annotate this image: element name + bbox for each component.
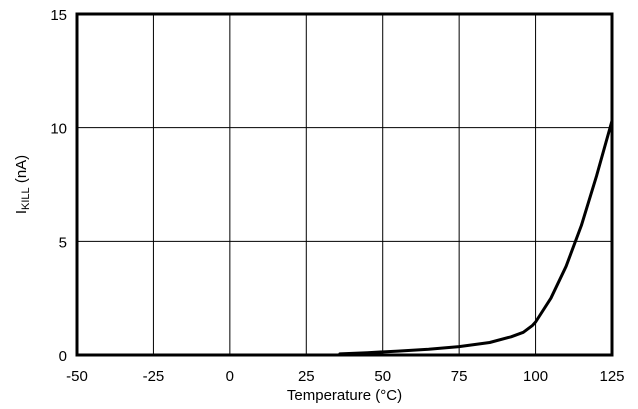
series-layer <box>338 119 614 356</box>
x-tick-label: 25 <box>298 368 315 385</box>
x-tick-label: -25 <box>143 368 165 385</box>
y-tick-label: 15 <box>50 7 67 24</box>
grid <box>76 13 613 356</box>
y-axis-label: IKILL (nA) <box>13 155 32 214</box>
x-axis-ticks: -50 -25 0 25 50 75 100 125 <box>66 368 624 385</box>
plot-frame <box>75 12 614 357</box>
x-tick-label: 125 <box>599 368 624 385</box>
y-axis-label-suffix: (nA) <box>13 155 30 188</box>
y-tick-label: 10 <box>50 121 67 138</box>
y-axis-label-base: I <box>13 210 30 214</box>
y-tick-label: 5 <box>59 234 67 251</box>
x-axis-label: Temperature (°C) <box>287 387 402 404</box>
series-line <box>338 119 614 356</box>
x-tick-label: 0 <box>226 368 234 385</box>
y-axis-ticks: 0 5 10 15 <box>50 7 67 365</box>
x-tick-label: 50 <box>374 368 391 385</box>
x-tick-label: 75 <box>451 368 468 385</box>
x-tick-label: -50 <box>66 368 88 385</box>
y-axis-label-subscript: KILL <box>20 187 32 210</box>
x-tick-label: 100 <box>523 368 548 385</box>
y-tick-label: 0 <box>59 348 67 365</box>
